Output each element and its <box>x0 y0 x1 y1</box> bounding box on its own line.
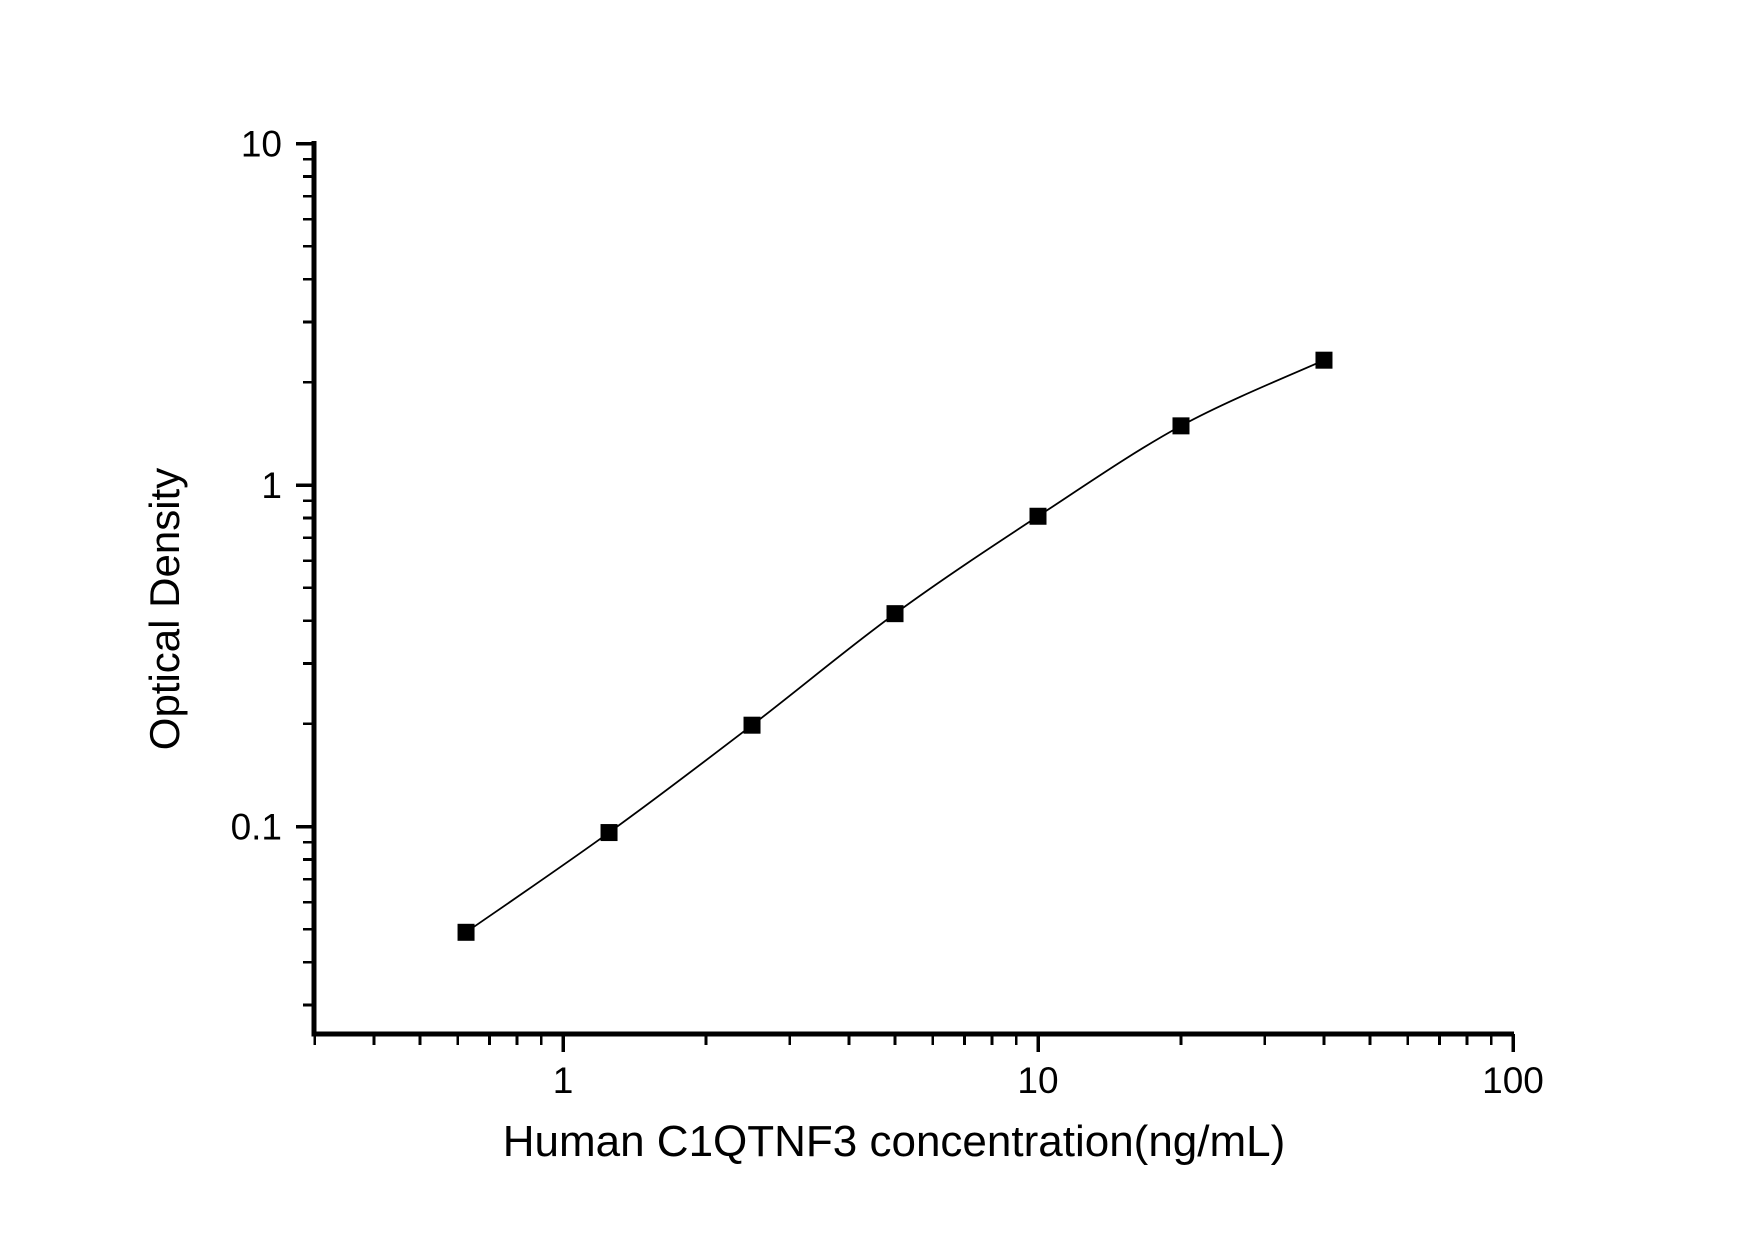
x-axis-title: Human C1QTNF3 concentration(ng/mL) <box>502 1117 1286 1166</box>
axis-spines <box>311 141 1514 1037</box>
series-line <box>465 359 1325 934</box>
data-point-marker <box>1315 351 1333 369</box>
y-tick-label: 10 <box>241 124 282 165</box>
x-tick-label: 1 <box>553 1060 574 1101</box>
data-point-marker <box>1172 417 1190 435</box>
data-point-marker <box>886 605 904 623</box>
data-point-marker <box>600 824 618 842</box>
data-point-marker <box>743 716 761 734</box>
y-tick-label: 1 <box>261 465 282 506</box>
data-point-marker <box>1029 507 1047 525</box>
x-tick-label: 100 <box>1482 1060 1544 1101</box>
x-tick-label: 10 <box>1017 1060 1058 1101</box>
y-axis-title: Optical Density <box>141 467 188 751</box>
data-point-marker <box>457 923 475 941</box>
y-tick-label: 0.1 <box>231 807 282 848</box>
